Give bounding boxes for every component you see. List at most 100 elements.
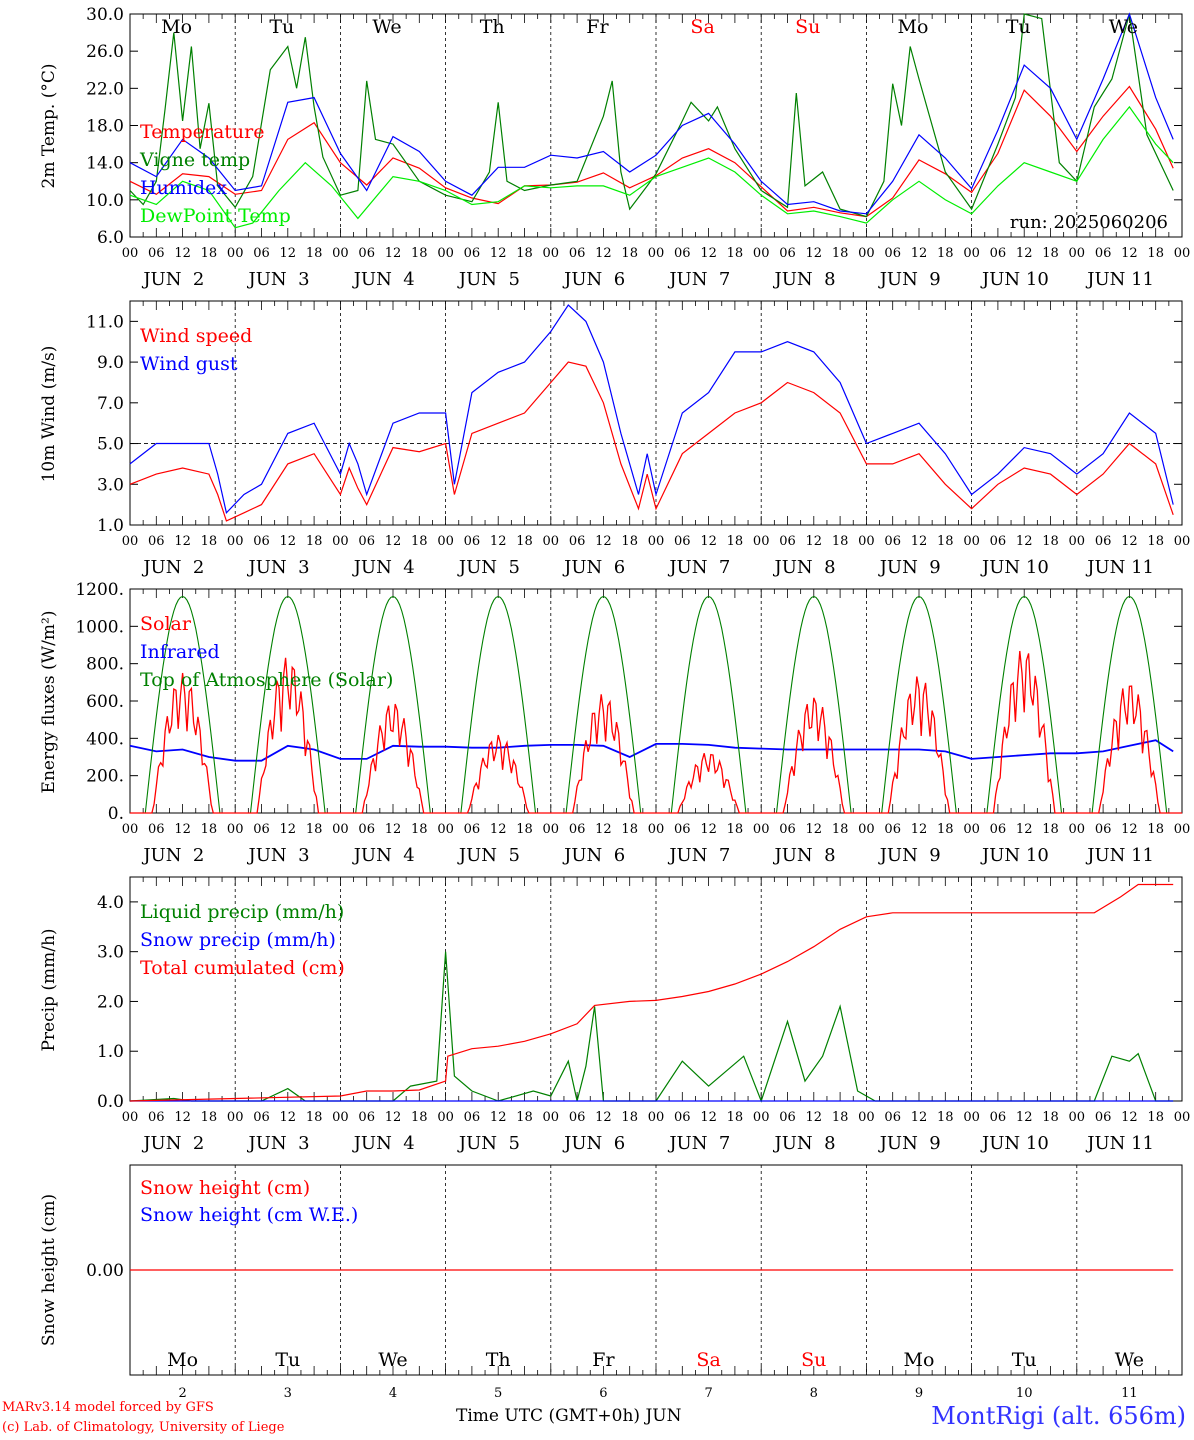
temperature-series-line bbox=[129, 12, 1174, 215]
wind-hour-label: 06 bbox=[1095, 534, 1112, 549]
energy-legend-entry: Infrared bbox=[140, 641, 220, 663]
weekday-label-top: Mo bbox=[898, 16, 929, 38]
energy-hour-label: 12 bbox=[1121, 822, 1138, 837]
wind-y-tick-label: 9.0 bbox=[97, 353, 124, 373]
energy-y-axis-title: Energy fluxes (W/m²) bbox=[39, 611, 59, 794]
precip-hour-label: 12 bbox=[490, 1110, 507, 1125]
energy-date-label: JUN 5 bbox=[457, 845, 520, 866]
energy-y-tick-label: 1000. bbox=[75, 617, 124, 637]
temperature-hour-label: 18 bbox=[201, 246, 218, 261]
snow-legend-entry: Snow height (cm) bbox=[140, 1177, 310, 1199]
precip-y-tick-label: 1.0 bbox=[97, 1042, 124, 1062]
energy-hour-label: 00 bbox=[227, 822, 244, 837]
temperature-hour-label: 00 bbox=[858, 246, 875, 261]
temperature-hour-label: 18 bbox=[306, 246, 323, 261]
energy-hour-label: 18 bbox=[832, 822, 849, 837]
temperature-hour-label: 06 bbox=[990, 246, 1007, 261]
wind-y-tick-label: 7.0 bbox=[97, 394, 124, 414]
energy-date-label: JUN 9 bbox=[878, 845, 941, 866]
precip-date-label: JUN 2 bbox=[141, 1133, 204, 1154]
energy-hour-label: 06 bbox=[148, 822, 165, 837]
snow-y-tick-label: 0.00 bbox=[86, 1261, 124, 1281]
wind-date-label: JUN 3 bbox=[247, 557, 310, 578]
temperature-hour-label: 12 bbox=[595, 246, 612, 261]
temperature-legend-entry: Vigne temp bbox=[139, 149, 250, 171]
precip-hour-label: 00 bbox=[122, 1110, 139, 1125]
energy-hour-label: 12 bbox=[911, 822, 928, 837]
temperature-hour-label: 18 bbox=[1147, 246, 1164, 261]
temperature-y-tick-label: 14.0 bbox=[86, 154, 124, 174]
energy-date-label: JUN 2 bbox=[141, 845, 204, 866]
wind-hour-label: 12 bbox=[174, 534, 191, 549]
energy-hour-label: 18 bbox=[411, 822, 428, 837]
wind-hour-label: 06 bbox=[253, 534, 270, 549]
energy-hour-label: 18 bbox=[937, 822, 954, 837]
day-number-label: 5 bbox=[494, 1386, 502, 1401]
precip-hour-label: 00 bbox=[543, 1110, 560, 1125]
weekday-label-top: Tu bbox=[1006, 16, 1031, 38]
wind-hour-label: 00 bbox=[543, 534, 560, 549]
weekday-label-top: Sa bbox=[690, 16, 714, 38]
wind-date-label: JUN 8 bbox=[773, 557, 836, 578]
energy-hour-label: 12 bbox=[1016, 822, 1033, 837]
precip-hour-label: 06 bbox=[884, 1110, 901, 1125]
energy-hour-label: 18 bbox=[516, 822, 533, 837]
temperature-hour-label: 18 bbox=[937, 246, 954, 261]
precip-y-tick-label: 4.0 bbox=[97, 893, 124, 913]
temperature-hour-label: 12 bbox=[280, 246, 297, 261]
day-number-label: 3 bbox=[284, 1386, 292, 1401]
precip-hour-label: 18 bbox=[727, 1110, 744, 1125]
precip-hour-label: 18 bbox=[201, 1110, 218, 1125]
precip-hour-label: 18 bbox=[1147, 1110, 1164, 1125]
station-name: MontRigi (alt. 656m) bbox=[931, 1402, 1186, 1430]
temperature-hour-label: 00 bbox=[963, 246, 980, 261]
wind-hour-label: 12 bbox=[911, 534, 928, 549]
precip-legend-entry: Total cumulated (cm) bbox=[140, 957, 345, 979]
energy-hour-label: 00 bbox=[1174, 822, 1191, 837]
wind-hour-label: 00 bbox=[858, 534, 875, 549]
energy-date-label: JUN 11 bbox=[1085, 845, 1154, 866]
wind-hour-label: 18 bbox=[937, 534, 954, 549]
day-number-label: 6 bbox=[599, 1386, 607, 1401]
weekday-label-bottom: Sa bbox=[696, 1349, 720, 1371]
temperature-hour-label: 00 bbox=[543, 246, 560, 261]
temperature-hour-label: 12 bbox=[806, 246, 823, 261]
precip-hour-label: 06 bbox=[358, 1110, 375, 1125]
temperature-date-label: JUN 10 bbox=[980, 269, 1049, 290]
wind-hour-label: 12 bbox=[280, 534, 297, 549]
precip-date-label: JUN 4 bbox=[352, 1133, 415, 1154]
energy-hour-label: 00 bbox=[122, 822, 139, 837]
temperature-date-label: JUN 8 bbox=[773, 269, 836, 290]
temperature-series-line bbox=[129, 85, 1174, 218]
temperature-series-line bbox=[129, 105, 1174, 229]
temperature-date-label: JUN 6 bbox=[562, 269, 625, 290]
weekday-label-top: Su bbox=[795, 16, 820, 38]
wind-hour-label: 18 bbox=[516, 534, 533, 549]
energy-y-tick-label: 800. bbox=[86, 655, 124, 675]
energy-hour-label: 12 bbox=[174, 822, 191, 837]
energy-hour-label: 00 bbox=[332, 822, 349, 837]
energy-hour-label: 06 bbox=[253, 822, 270, 837]
weekday-label-bottom: Th bbox=[486, 1349, 511, 1371]
precip-y-tick-label: 0.0 bbox=[97, 1092, 124, 1112]
wind-date-label: JUN 6 bbox=[562, 557, 625, 578]
wind-hour-label: 06 bbox=[358, 534, 375, 549]
energy-date-label: JUN 7 bbox=[667, 845, 730, 866]
precip-hour-label: 12 bbox=[280, 1110, 297, 1125]
wind-y-tick-label: 1.0 bbox=[97, 516, 124, 536]
wind-legend-entry: Wind speed bbox=[140, 325, 252, 347]
wind-hour-label: 00 bbox=[753, 534, 770, 549]
wind-hour-label: 18 bbox=[727, 534, 744, 549]
energy-hour-label: 18 bbox=[621, 822, 638, 837]
wind-hour-label: 18 bbox=[306, 534, 323, 549]
wind-date-label: JUN 11 bbox=[1085, 557, 1154, 578]
precip-legend-entry: Liquid precip (mm/h) bbox=[140, 901, 344, 923]
weekday-label-top: Tu bbox=[269, 16, 294, 38]
temperature-date-label: JUN 2 bbox=[141, 269, 204, 290]
wind-hour-label: 06 bbox=[990, 534, 1007, 549]
temperature-date-label: JUN 5 bbox=[457, 269, 520, 290]
day-number-label: 7 bbox=[704, 1386, 712, 1401]
temperature-legend-entry: Temperature bbox=[140, 121, 264, 143]
energy-y-tick-label: 1200. bbox=[75, 580, 124, 600]
